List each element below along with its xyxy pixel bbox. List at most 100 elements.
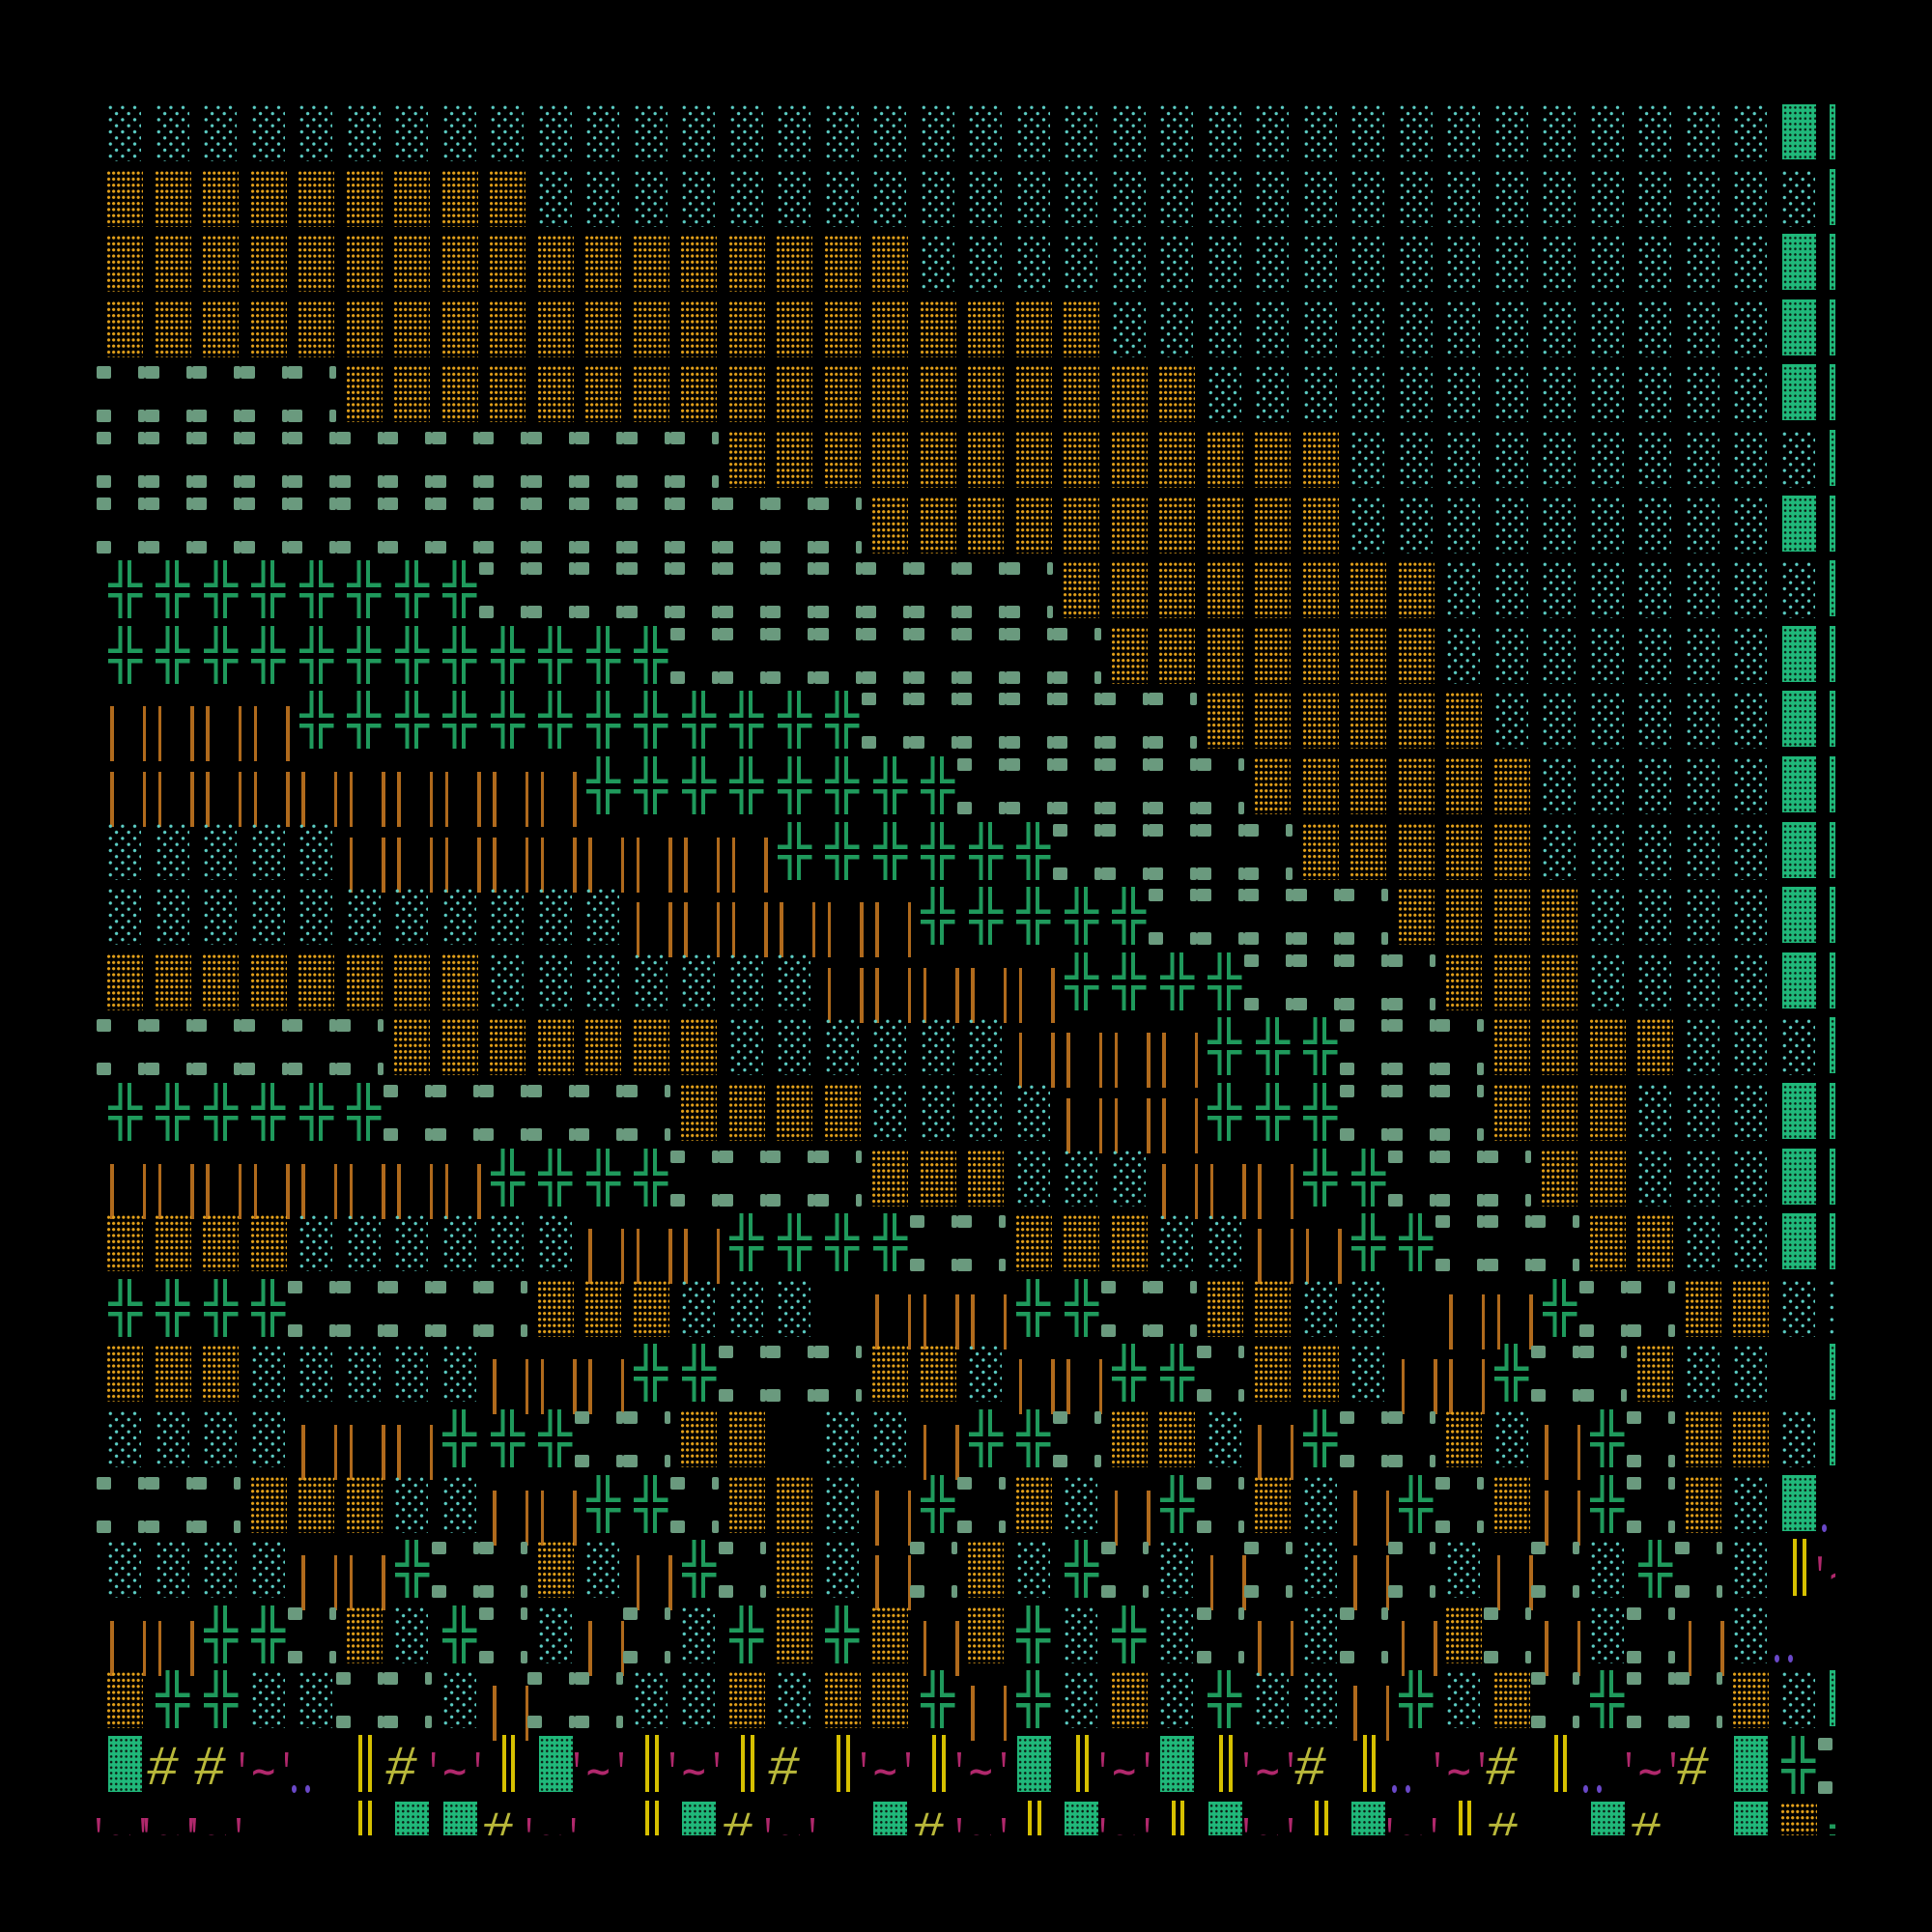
dot-pattern (585, 1019, 621, 1076)
dot-pattern (1734, 1150, 1767, 1207)
double-cross-icon (921, 887, 955, 946)
cyan-dot-tile (1627, 627, 1675, 693)
sage-dash-tile (526, 1084, 575, 1150)
vertical-bar (382, 1425, 385, 1480)
orange-dot-tile (1435, 757, 1484, 823)
dash-bar (526, 540, 542, 554)
sage-dash-tile (766, 1345, 814, 1410)
double-cross-icon (107, 560, 142, 619)
brown-bar-tile (479, 823, 528, 893)
tick-mark (1002, 1752, 1006, 1767)
vertical-bar (142, 1163, 146, 1219)
dash-bar (718, 606, 733, 619)
double-cross-icon (1303, 1083, 1338, 1141)
dash-bar (240, 1063, 255, 1076)
orange-dot-tile (1579, 1018, 1628, 1084)
green-double-cross-tile (1579, 1409, 1628, 1476)
green-block-tile (1818, 168, 1835, 236)
sage-dash-tile (1005, 561, 1053, 627)
green-block-tile (1771, 364, 1819, 431)
brown-bar-tile (1244, 1150, 1293, 1219)
cyan-dot-tile (1722, 365, 1771, 431)
dash-bar (479, 497, 494, 510)
vertical-bar (1577, 1620, 1580, 1676)
brown-bar-tile (97, 1150, 146, 1219)
vertical-bar (875, 1555, 879, 1611)
dash-bar (425, 1085, 432, 1097)
double-cross-icon (203, 625, 238, 684)
green-double-cross-tile (623, 625, 671, 693)
dot-pattern (824, 300, 861, 357)
cyan-dot-tile (814, 104, 863, 170)
dash-bar (521, 562, 527, 576)
dot-pattern (1830, 1670, 1835, 1727)
vertical-bar (1258, 1163, 1262, 1219)
dash-bar (234, 497, 241, 510)
dash-bar (526, 562, 542, 576)
dot-pattern (681, 300, 717, 357)
vertical-bar (511, 1735, 515, 1792)
dot-pattern (155, 1215, 191, 1272)
cyan-dot-tile (670, 1606, 719, 1672)
dot-pattern (1830, 1344, 1835, 1401)
dot-pattern (1781, 298, 1816, 355)
dash-bar (575, 497, 589, 510)
dot-pattern (1447, 1542, 1480, 1599)
dot-pattern (490, 366, 526, 423)
dash-bar (384, 1280, 398, 1293)
dash-bar (185, 410, 192, 423)
orange-dot-tile (288, 300, 336, 366)
dash-bar (472, 1585, 479, 1599)
brown-bar-tile (336, 1541, 385, 1611)
double-cross-icon (442, 691, 477, 750)
dash-bar (1244, 932, 1259, 946)
cyan-dot-tile (241, 1410, 289, 1476)
cyan-dot-tile (1675, 1018, 1723, 1084)
hash-glyph: # (909, 1801, 958, 1835)
dot-pattern (1208, 1215, 1241, 1272)
vertical-bar (932, 1735, 936, 1792)
double-cross-icon (251, 560, 286, 619)
sage-dash-tile (622, 1606, 670, 1672)
dash-bar (1387, 1455, 1403, 1467)
dash-bar (1387, 953, 1403, 967)
brown-bar-tile (241, 692, 290, 762)
dash-bar (1053, 867, 1067, 880)
dot-pattern (1638, 432, 1671, 488)
dot-pattern (1590, 366, 1624, 423)
dash-bar (1716, 1585, 1722, 1599)
dot-pattern (1303, 1542, 1337, 1599)
dash-bar (957, 1259, 972, 1272)
vertical-bar (1481, 1359, 1485, 1415)
dot-pattern (1638, 105, 1671, 161)
dot-pattern (1399, 170, 1433, 227)
magenta-tilde-glyph: ~ (144, 1803, 193, 1835)
sage-dash-tile (144, 1018, 192, 1084)
green-double-cross-tile (1340, 1213, 1388, 1280)
dash-bar (957, 1520, 972, 1533)
dot-pattern (1112, 170, 1146, 227)
dot-pattern (778, 1280, 810, 1337)
dash-bar (664, 1606, 670, 1620)
dash-bar (335, 497, 351, 510)
dash-bar (999, 606, 1006, 619)
sage-dash-tile (1100, 823, 1149, 889)
dot-pattern (1734, 627, 1767, 684)
dash-bar (335, 432, 351, 444)
dot-pattern (682, 1280, 715, 1337)
cyan-dot-tile (862, 1018, 910, 1084)
vertical-bar (1085, 1735, 1089, 1792)
dash-bar (957, 562, 972, 576)
orange-dot-tile (1053, 497, 1101, 562)
dot-pattern (1781, 495, 1816, 552)
sage-dash-tile (288, 1606, 336, 1672)
dot-pattern (1208, 1411, 1241, 1467)
cyan-dot-tile (766, 104, 814, 170)
dot-pattern (1830, 104, 1835, 159)
brown-bar-tile (192, 1150, 242, 1219)
dot-pattern (1399, 432, 1433, 488)
dash-bar (1333, 932, 1340, 946)
brown-bar-tile (1531, 1476, 1580, 1546)
sage-dash-tile (1100, 757, 1149, 823)
dash-bar (1387, 1019, 1403, 1033)
